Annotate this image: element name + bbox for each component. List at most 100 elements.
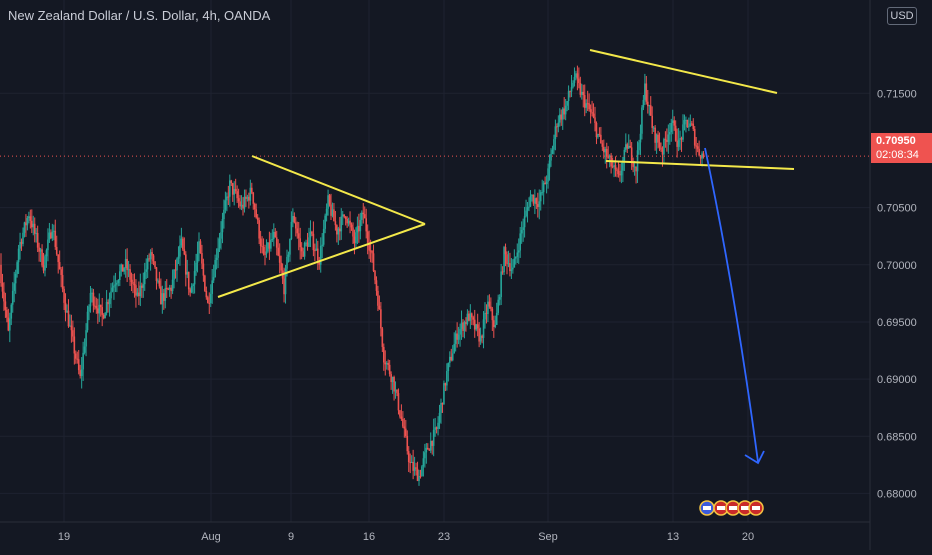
candle-body bbox=[355, 232, 357, 244]
candle-body bbox=[644, 83, 646, 100]
candle-body bbox=[437, 422, 439, 429]
candle-body bbox=[221, 219, 224, 233]
candle-body bbox=[240, 204, 243, 207]
candle-body bbox=[28, 216, 30, 219]
candle-body bbox=[334, 221, 337, 226]
candle-body bbox=[190, 286, 193, 293]
candle-body bbox=[38, 247, 40, 252]
candle-body bbox=[462, 322, 464, 331]
candle-body bbox=[586, 103, 589, 105]
candle-body bbox=[352, 227, 354, 237]
candle-body bbox=[297, 233, 300, 239]
candle-body bbox=[531, 194, 533, 196]
candle-body bbox=[148, 258, 150, 260]
candle-body bbox=[339, 228, 341, 232]
candle-body bbox=[406, 435, 409, 452]
candle-body bbox=[362, 212, 365, 215]
candle-body bbox=[179, 245, 181, 257]
candle-body bbox=[550, 153, 552, 161]
candle-body bbox=[578, 78, 580, 84]
candle-body bbox=[627, 145, 630, 149]
candle-body bbox=[264, 254, 266, 256]
candle-body bbox=[136, 292, 139, 296]
candle-body bbox=[469, 313, 472, 321]
candle-body bbox=[261, 246, 263, 248]
y-tick-label: 0.69000 bbox=[877, 374, 917, 386]
candle-body bbox=[487, 301, 489, 314]
candle-body bbox=[667, 134, 670, 142]
candle-body bbox=[488, 301, 491, 307]
candle-body bbox=[454, 333, 457, 344]
candle-body bbox=[680, 138, 683, 140]
y-tick-label: 0.70000 bbox=[877, 260, 917, 272]
candle-body bbox=[86, 311, 89, 331]
candle-body bbox=[473, 319, 476, 330]
candle-body bbox=[390, 374, 392, 383]
currency-button[interactable]: USD bbox=[887, 7, 917, 25]
candle-body bbox=[655, 134, 658, 143]
candle-body bbox=[212, 277, 215, 281]
candle-body bbox=[85, 330, 87, 347]
candle-body bbox=[83, 346, 86, 353]
candle-body bbox=[152, 255, 155, 262]
candle-body bbox=[57, 254, 59, 263]
candle-body bbox=[428, 449, 431, 451]
candle-body bbox=[306, 242, 309, 247]
candle-body bbox=[33, 223, 36, 234]
candle-body bbox=[77, 359, 80, 371]
triangle-lower-trendline bbox=[217, 223, 426, 298]
candle-body bbox=[14, 273, 17, 284]
candle-body bbox=[328, 195, 331, 205]
candle-body bbox=[349, 220, 351, 225]
candle-body bbox=[453, 343, 455, 354]
candle-body bbox=[517, 250, 520, 253]
candle-body bbox=[146, 258, 149, 270]
candle-body bbox=[391, 376, 394, 383]
candle-body bbox=[632, 162, 634, 167]
candle-body bbox=[594, 117, 596, 123]
candle-body bbox=[165, 287, 168, 289]
candle-body bbox=[564, 105, 567, 115]
candle-body bbox=[293, 216, 296, 223]
candle-body bbox=[11, 290, 14, 305]
candle-body bbox=[42, 265, 45, 271]
candle-body bbox=[3, 291, 5, 302]
candle-body bbox=[333, 209, 335, 222]
candle-body bbox=[205, 290, 208, 298]
candle-body bbox=[582, 91, 585, 96]
candles bbox=[0, 65, 705, 486]
candle-body bbox=[234, 189, 237, 192]
candle-body bbox=[429, 440, 432, 451]
candle-body bbox=[277, 247, 279, 256]
wedge-upper-trendline bbox=[589, 49, 778, 94]
candle-body bbox=[246, 196, 249, 199]
candle-body bbox=[657, 134, 659, 143]
candle-body bbox=[504, 247, 507, 255]
candle-body bbox=[490, 306, 492, 309]
candle-body bbox=[35, 233, 37, 235]
x-tick-label: 16 bbox=[363, 531, 375, 543]
candle-body bbox=[322, 228, 325, 245]
candle-body bbox=[563, 108, 565, 115]
candle-body bbox=[466, 313, 469, 325]
candle-body bbox=[108, 298, 111, 305]
candle-body bbox=[25, 222, 27, 226]
candle-body bbox=[292, 216, 294, 222]
candle-body bbox=[560, 114, 563, 120]
candle-body bbox=[174, 269, 177, 271]
candle-body bbox=[233, 189, 235, 195]
candle-body bbox=[295, 222, 297, 229]
y-tick-label: 0.69500 bbox=[877, 317, 917, 329]
candle-body bbox=[573, 77, 576, 83]
candle-body bbox=[22, 232, 24, 244]
candle-body bbox=[312, 233, 315, 251]
candle-body bbox=[102, 314, 105, 319]
candle-body bbox=[498, 297, 501, 300]
candle-body bbox=[589, 109, 592, 113]
candle-body bbox=[476, 324, 479, 329]
candle-body bbox=[702, 153, 705, 158]
event-flag-stripe bbox=[717, 506, 725, 510]
candle-body bbox=[647, 101, 649, 107]
